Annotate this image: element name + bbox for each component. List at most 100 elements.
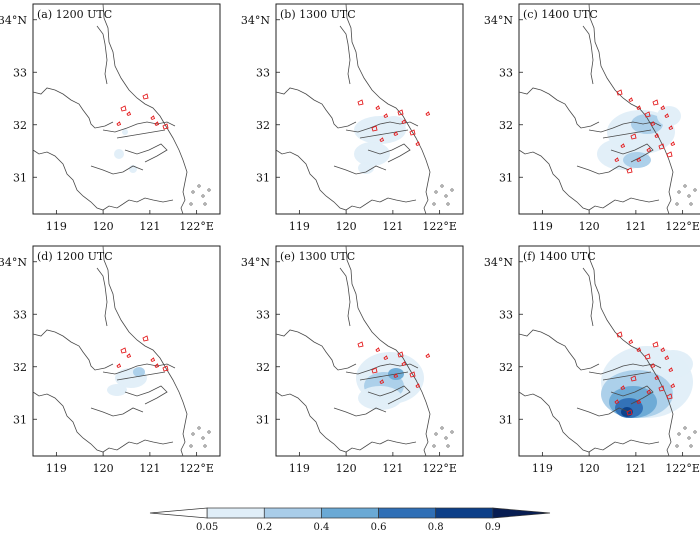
y-tick-label: 31 <box>499 413 513 426</box>
observed-contour <box>375 105 381 111</box>
colorbar-segment <box>378 507 437 519</box>
observed-contour <box>425 111 431 117</box>
panel-label: (a) 1200 UTC <box>37 8 112 21</box>
panel-frame <box>32 3 221 215</box>
panel-frame <box>32 245 221 457</box>
coastline <box>275 391 367 453</box>
island-outline <box>207 430 211 434</box>
observed-contour <box>626 167 633 174</box>
y-tick-label: 33 <box>499 66 513 79</box>
observed-contour <box>393 373 399 379</box>
probability-area <box>122 129 128 135</box>
river-outline <box>359 129 409 139</box>
y-tick-label: 31 <box>499 171 513 184</box>
coastline <box>365 197 417 205</box>
y-tick-label: 31 <box>256 413 270 426</box>
observed-contour <box>630 375 637 382</box>
observed-contour <box>415 383 421 389</box>
x-tick-label: 122°E <box>422 462 457 475</box>
observed-contour <box>660 347 666 353</box>
x-tick-label: 120 <box>93 462 114 475</box>
x-tick-label: 121 <box>382 462 403 475</box>
island-outline <box>687 194 691 198</box>
panel-label: (f) 1400 UTC <box>523 250 596 263</box>
x-tick-label: 122°E <box>179 220 214 233</box>
coastline <box>102 3 188 215</box>
observed-contour <box>664 113 670 119</box>
coastline <box>275 149 367 211</box>
x-tick-label: 119 <box>532 220 553 233</box>
observed-contour <box>620 143 626 149</box>
island-outline <box>191 190 195 194</box>
observed-contour <box>626 409 633 416</box>
river-outline <box>588 121 662 133</box>
observed-contour <box>142 335 149 342</box>
colorbar-segment <box>435 507 494 519</box>
colorbar-segment <box>263 507 322 519</box>
y-tick-label: 34°N <box>484 14 513 27</box>
island-outline <box>675 202 679 206</box>
island-outline <box>446 202 450 206</box>
x-tick-label: 122°E <box>179 462 214 475</box>
observed-contour <box>664 355 670 361</box>
river-outline <box>610 143 654 163</box>
observed-contour <box>658 143 665 150</box>
observed-contour <box>636 157 642 163</box>
colorbar-level-label: 0.4 <box>313 522 329 532</box>
observed-contour <box>652 99 659 106</box>
river-outline <box>116 371 166 381</box>
observed-contour <box>614 157 620 163</box>
observed-contour <box>154 121 160 127</box>
island-outline <box>432 444 436 448</box>
panel-label: (e) 1300 UTC <box>280 250 355 263</box>
observed-contour <box>666 393 673 400</box>
island-outline <box>203 444 207 448</box>
observed-contour <box>162 365 169 372</box>
observed-contour <box>383 355 389 361</box>
x-tick-label: 121 <box>625 220 646 233</box>
panel-frame <box>275 245 464 457</box>
y-tick-label: 32 <box>499 361 513 374</box>
coastline <box>518 391 610 453</box>
map-panel: (a) 1200 UTC 31 32 33 34°N 119 120 121 122°E <box>0 3 221 233</box>
island-outline <box>444 436 448 440</box>
panel-label: (c) 1400 UTC <box>523 8 598 21</box>
x-tick-label: 121 <box>382 220 403 233</box>
observed-contour <box>646 147 652 153</box>
probability-area <box>354 142 390 166</box>
coastline <box>122 197 174 205</box>
observed-contour <box>162 123 169 130</box>
island-outline <box>434 190 438 194</box>
probability-area <box>382 116 406 132</box>
x-tick-label: 121 <box>139 462 160 475</box>
observed-contour <box>401 119 407 125</box>
observed-contour <box>666 151 673 158</box>
y-tick-label: 34°N <box>241 14 270 27</box>
probability-area <box>358 386 402 410</box>
x-tick-label: 119 <box>46 462 67 475</box>
island-outline <box>201 194 205 198</box>
observed-contour <box>616 89 623 96</box>
x-tick-label: 119 <box>289 220 310 233</box>
y-tick-label: 33 <box>13 66 27 79</box>
observed-contour <box>150 115 156 121</box>
observed-contour <box>620 385 626 391</box>
observed-contour <box>357 341 364 348</box>
colorbar-level-label: 0.05 <box>196 522 218 532</box>
coastline <box>588 245 674 457</box>
observed-contour <box>636 399 642 405</box>
coastline <box>339 25 351 85</box>
x-tick-label: 120 <box>93 220 114 233</box>
observed-contour <box>628 97 634 103</box>
y-tick-label: 32 <box>256 361 270 374</box>
observed-contour <box>668 367 674 373</box>
coastline <box>345 3 431 215</box>
observed-contour <box>644 111 651 118</box>
map-panel: (b) 1300 UTC 31 32 33 34°N 119 120 121 122°E <box>241 3 464 233</box>
coastline <box>96 25 108 85</box>
coastline <box>32 329 114 371</box>
x-tick-label: 120 <box>579 220 600 233</box>
y-tick-label: 34°N <box>484 256 513 269</box>
y-tick-label: 31 <box>256 171 270 184</box>
